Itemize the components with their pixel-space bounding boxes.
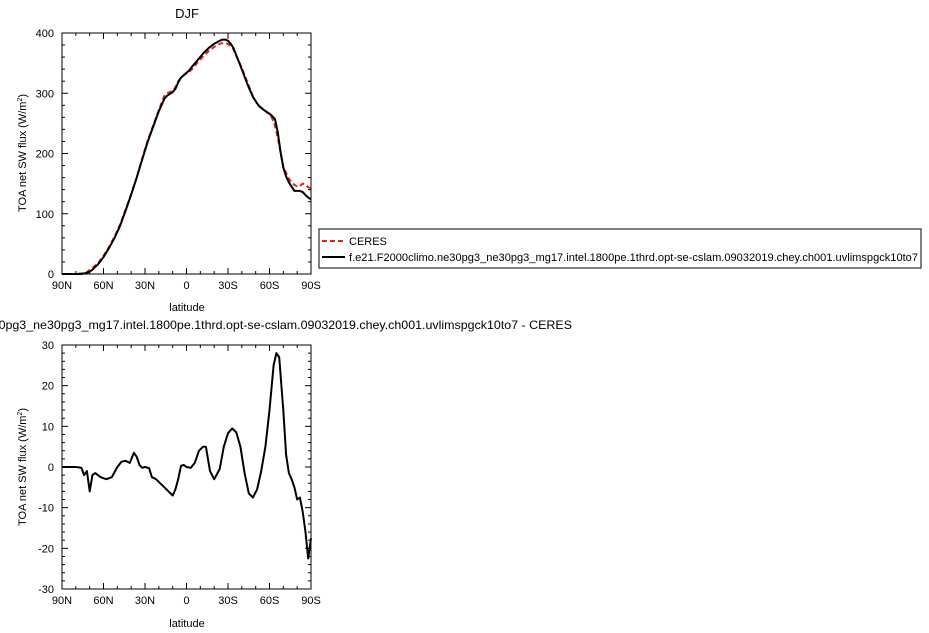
bottom-x-axis-label: latitude — [169, 618, 204, 630]
bottom-series-lines — [62, 352, 312, 560]
bottom-x-tick-label: 0 — [183, 595, 189, 607]
top-y-axis-label: TOA net SW flux (W/m2) — [17, 94, 29, 212]
top-x-tick-label: 60N — [93, 280, 113, 292]
top-series-line-1 — [62, 38, 312, 275]
top-panel: DJF 90N 60N 30N 0 30S 60S 90S 0 100 200 300 400 la… — [17, 6, 321, 314]
top-x-tick-label: 30S — [218, 280, 238, 292]
legend: CERES f.e21.F2000climo.ne30pg3_ne30pg3_m… — [318, 228, 922, 269]
top-x-axis-label: latitude — [169, 302, 204, 314]
bottom-panel: f.e21.F2000climo.ne30pg3_ne30pg3_mg17.in… — [0, 318, 572, 630]
legend-label-ceres: CERES — [349, 236, 387, 248]
top-y-tick-label: 200 — [36, 149, 54, 161]
bottom-x-tick-label: 90S — [301, 595, 321, 607]
bottom-x-tick-label: 90N — [52, 595, 72, 607]
top-y-tick-label: 300 — [36, 88, 54, 100]
bottom-y-axis: -30 -20 -10 0 10 20 30 — [38, 340, 311, 596]
bottom-y-tick-label: 0 — [48, 462, 54, 474]
top-x-tick-label: 90S — [301, 280, 321, 292]
top-y-tick-label: 100 — [36, 209, 54, 221]
bottom-chart-title: f.e21.F2000climo.ne30pg3_ne30pg3_mg17.in… — [0, 318, 572, 332]
top-x-tick-label: 0 — [183, 280, 189, 292]
bottom-x-tick-label: 30S — [218, 595, 238, 607]
bottom-y-tick-label: -10 — [38, 503, 54, 515]
legend-label-model: f.e21.F2000climo.ne30pg3_ne30pg3_mg17.in… — [349, 252, 918, 264]
bottom-y-tick-label: -30 — [38, 584, 54, 596]
top-x-tick-label: 30N — [135, 280, 155, 292]
top-y-axis: 0 100 200 300 400 — [36, 28, 311, 281]
top-y-tick-label: 400 — [36, 28, 54, 40]
bottom-x-axis: 90N 60N 30N 0 30S 60S 90S — [52, 345, 321, 607]
bottom-y-tick-label: 30 — [42, 340, 54, 352]
top-plot-frame — [61, 32, 312, 275]
top-y-tick-label: 0 — [48, 269, 54, 281]
bottom-y-tick-label: 10 — [42, 421, 54, 433]
bottom-series-line-0 — [62, 352, 312, 560]
top-series-lines — [62, 38, 312, 275]
legend-box — [318, 228, 922, 269]
bottom-y-axis-label: TOA net SW flux (W/m2) — [17, 408, 29, 526]
bottom-x-tick-label: 60N — [93, 595, 113, 607]
top-x-axis: 90N 60N 30N 0 30S 60S 90S — [52, 33, 321, 292]
top-x-tick-label: 60S — [260, 280, 280, 292]
bottom-x-tick-label: 30N — [135, 595, 155, 607]
top-chart-title: DJF — [175, 6, 199, 21]
bottom-x-tick-label: 60S — [260, 595, 280, 607]
bottom-y-tick-label: 20 — [42, 381, 54, 393]
top-series-line-0 — [62, 42, 312, 275]
top-x-tick-label: 90N — [52, 280, 72, 292]
bottom-y-tick-label: -20 — [38, 543, 54, 555]
